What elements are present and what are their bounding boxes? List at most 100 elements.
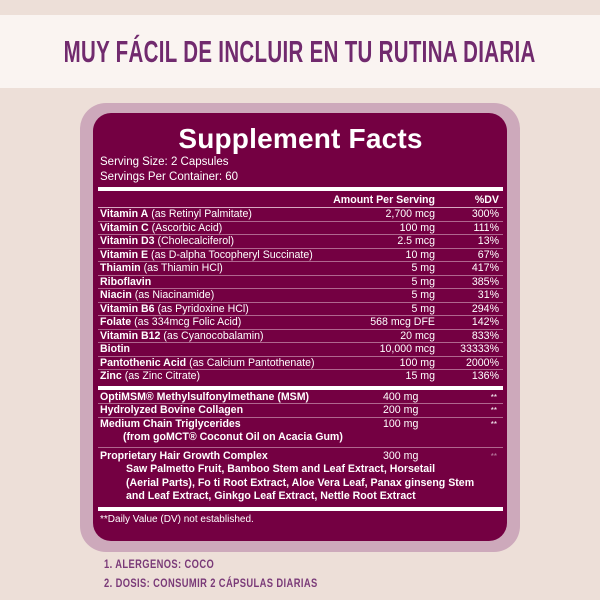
- dv-header: %DV: [474, 194, 499, 206]
- table-row: Vitamin D3 (Cholecalciferol) 2.5 mcg 13%: [98, 235, 503, 249]
- banner-title: MUY FÁCIL DE INCLUIR EN TU RUTINA DIARIA: [63, 33, 537, 69]
- divider: [98, 187, 503, 191]
- nutrient-name: Vitamin A (as Retinyl Palmitate): [100, 208, 315, 221]
- table-row: Medium Chain Triglycerides 100 mg **: [98, 418, 503, 432]
- nutrient-name: Vitamin E (as D-alpha Tocopheryl Succina…: [100, 249, 315, 262]
- serving-size: Serving Size: 2 Capsules: [100, 156, 229, 168]
- banner: MUY FÁCIL DE INCLUIR EN TU RUTINA DIARIA: [0, 15, 600, 88]
- table-row: Zinc (as Zinc Citrate) 15 mg 136%: [98, 370, 503, 384]
- facts-title: Supplement Facts: [178, 123, 423, 154]
- dv: 833%: [471, 329, 499, 342]
- ingredient-name: Hydrolyzed Bovine Collagen: [100, 404, 244, 416]
- divider: [98, 506, 503, 511]
- nutrient-source: (as Cyanocobalamin): [160, 329, 264, 342]
- nutrient-label: Niacin: [100, 289, 132, 301]
- nutrient-label: Vitamin C: [100, 221, 149, 234]
- nutrient-source: (as Niacinamide): [131, 289, 215, 301]
- table-row: OptiMSM® Methylsulfonylmethane (MSM) 400 …: [98, 390, 503, 404]
- blend-line: Saw Palmetto Fruit, Bamboo Stem and Leaf…: [126, 463, 436, 476]
- dv: 111%: [473, 221, 499, 234]
- footer-dosage: 2. DOSIS: CONSUMIR 2 CÁPSULAS DIARIAS: [104, 576, 318, 590]
- nutrient-label: Vitamin D3: [100, 235, 155, 247]
- nutrient-name: Pantothenic Acid (as Calcium Pantothenat…: [100, 357, 315, 370]
- nutrient-source: (as 334mcg Folic Acid): [131, 316, 242, 328]
- table-row: Hydrolyzed Bovine Collagen 200 mg **: [98, 404, 503, 418]
- amount: 5 mg: [411, 302, 435, 315]
- amount: 2.5 mcg: [397, 235, 435, 247]
- nutrient-source: (as Retinyl Palmitate): [148, 208, 252, 220]
- nutrient-name: Niacin (as Niacinamide): [100, 289, 315, 302]
- table-row: Thiamin (as Thiamin HCl) 5 mg 417%: [98, 262, 503, 276]
- nutrient-name: Vitamin B6 (as Pyridoxine HCl): [100, 303, 315, 316]
- dv: 31%: [477, 289, 499, 301]
- nutrient-label: Vitamin B6: [100, 302, 155, 315]
- nutrient-label: Vitamin A: [100, 208, 149, 220]
- divider: [98, 446, 503, 448]
- table-row: Folate (as 334mcg Folic Acid) 568 mcg DFE…: [98, 316, 503, 330]
- table-row: Riboflavin 5 mg 385%: [98, 275, 503, 289]
- nutrient-name: Vitamin D3 (Cholecalciferol): [100, 235, 315, 248]
- footer-allergens: 1. ALERGENOS: COCO: [104, 557, 215, 571]
- dv: 33333%: [460, 343, 499, 355]
- dv: 2000%: [466, 356, 499, 369]
- amount: 10 mg: [405, 248, 435, 261]
- nutrient-source: (as Pyridoxine HCl): [154, 302, 249, 315]
- table-row: Pantothenic Acid (as Calcium Pantothenat…: [98, 356, 503, 370]
- nutrient-label: Riboflavin: [100, 275, 152, 288]
- nutrient-label: Vitamin E: [100, 248, 149, 261]
- nutrient-name: Vitamin C (Ascorbic Acid): [100, 222, 315, 235]
- amount: 5 mg: [411, 275, 435, 288]
- amount-header: Amount Per Serving: [333, 194, 435, 206]
- amount: 568 mcg DFE: [370, 316, 435, 328]
- dv: **: [490, 419, 497, 429]
- amount: 20 mcg: [400, 329, 435, 342]
- dv: 417%: [471, 262, 499, 274]
- table-row: Niacin (as Niacinamide) 5 mg 31%: [98, 289, 503, 303]
- nutrient-name: Vitamin B12 (as Cyanocobalamin): [100, 330, 315, 343]
- dv: 142%: [471, 316, 499, 328]
- nutrient-label: Biotin: [100, 343, 131, 355]
- nutrient-name: Folate (as 334mcg Folic Acid): [100, 316, 315, 329]
- blend-row: Proprietary Hair Growth Complex 300 mg *…: [98, 450, 503, 464]
- dv: 67%: [477, 248, 499, 261]
- table-header: Amount Per Serving %DV: [98, 193, 503, 208]
- amount: 100 mg: [399, 221, 435, 234]
- nutrient-source: (as Zinc Citrate): [121, 370, 201, 382]
- nutrient-label: Vitamin B12: [100, 329, 161, 342]
- blend-name: Proprietary Hair Growth Complex: [100, 449, 268, 462]
- amount: 5 mg: [411, 262, 435, 274]
- dv: 13%: [477, 235, 499, 247]
- ingredient-name: OptiMSM® Methylsulfonylmethane (MSM): [100, 390, 310, 403]
- table-row: Vitamin B12 (as Cyanocobalamin) 20 mcg 833…: [98, 329, 503, 343]
- dv: 385%: [471, 275, 499, 288]
- divider: [98, 385, 503, 390]
- nutrient-name: Zinc (as Zinc Citrate): [100, 370, 315, 384]
- nutrient-label: Pantothenic Acid: [100, 356, 187, 369]
- amount: 100 mg: [383, 417, 419, 430]
- dv: **: [490, 392, 497, 402]
- amount: 15 mg: [405, 370, 435, 382]
- nutrient-name: Thiamin (as Thiamin HCl): [100, 262, 315, 275]
- table-row: Vitamin A (as Retinyl Palmitate) 2,700 mc…: [98, 208, 503, 222]
- ingredient-source: (from goMCT® Coconut Oil on Acacia Gum): [123, 431, 343, 443]
- nutrient-source: (Cholecalciferol): [154, 235, 235, 247]
- dv: 300%: [471, 208, 499, 220]
- nutrient-source: (as Calcium Pantothenate): [186, 356, 315, 369]
- blend-line: (Aerial Parts), Fo ti Root Extract, Aloe…: [126, 476, 475, 489]
- table-row: Vitamin B6 (as Pyridoxine HCl) 5 mg 294%: [98, 302, 503, 316]
- blend-dv: **: [490, 451, 497, 461]
- amount: 200 mg: [383, 404, 419, 416]
- nutrient-name: Riboflavin: [100, 276, 315, 289]
- nutrient-label: Folate: [100, 316, 132, 328]
- nutrient-source: (as D-alpha Tocopheryl Succinate): [148, 248, 313, 261]
- amount: 10,000 mcg: [379, 343, 435, 355]
- vitamins-table: Vitamin A (as Retinyl Palmitate) 2,700 mc…: [98, 208, 503, 384]
- supplement-facts-panel: Supplement Facts Serving Size: 2 Capsule…: [93, 113, 507, 541]
- nutrient-name: Biotin: [100, 343, 315, 356]
- other-ingredients: OptiMSM® Methylsulfonylmethane (MSM) 400 …: [98, 391, 503, 445]
- amount: 5 mg: [411, 289, 435, 301]
- dv-note: **Daily Value (DV) not established.: [100, 513, 254, 525]
- dv: 294%: [471, 302, 499, 315]
- dv: **: [490, 406, 497, 415]
- table-row: Vitamin E (as D-alpha Tocopheryl Succina…: [98, 248, 503, 262]
